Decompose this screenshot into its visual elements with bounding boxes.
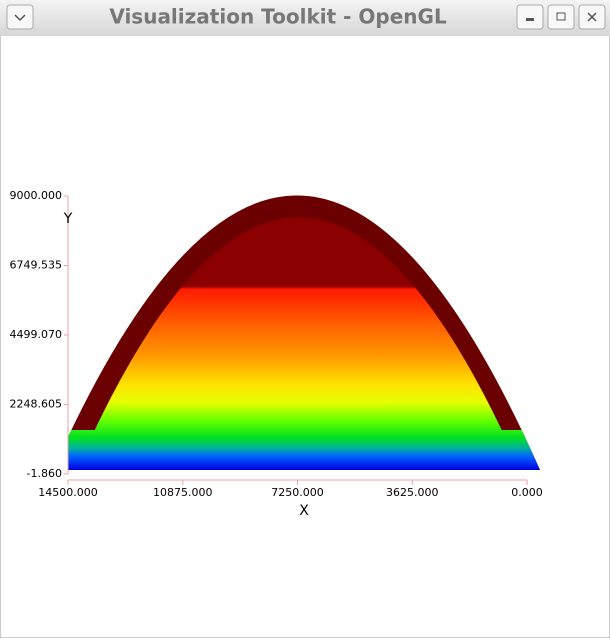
close-icon [587, 12, 597, 22]
x-tick-label: 3625.000 [386, 486, 439, 499]
x-axis-label: X [299, 503, 309, 519]
menu-button[interactable] [6, 4, 34, 30]
minimize-button[interactable] [516, 4, 544, 30]
y-tick-label: 6749.535 [10, 259, 63, 272]
maximize-icon [556, 12, 566, 21]
y-axis-label: Y [63, 211, 73, 227]
maximize-button[interactable] [547, 4, 575, 30]
y-tick-label: 9000.000 [10, 189, 63, 202]
y-tick-label: 2248.605 [10, 398, 63, 411]
y-tick-label: -1.860 [27, 467, 62, 480]
y-tick-label: 4499.070 [10, 328, 63, 341]
x-tick-label: 14500.000 [38, 486, 98, 499]
x-tick-label: 10875.000 [153, 486, 213, 499]
title-bar [0, 0, 610, 36]
x-tick-label: 7250.000 [271, 486, 324, 499]
x-tick-label: 0.000 [511, 486, 543, 499]
window-title: Visualization Toolkit - OpenGL [109, 5, 447, 29]
minimize-icon [526, 18, 534, 21]
menu-icon [14, 14, 26, 22]
